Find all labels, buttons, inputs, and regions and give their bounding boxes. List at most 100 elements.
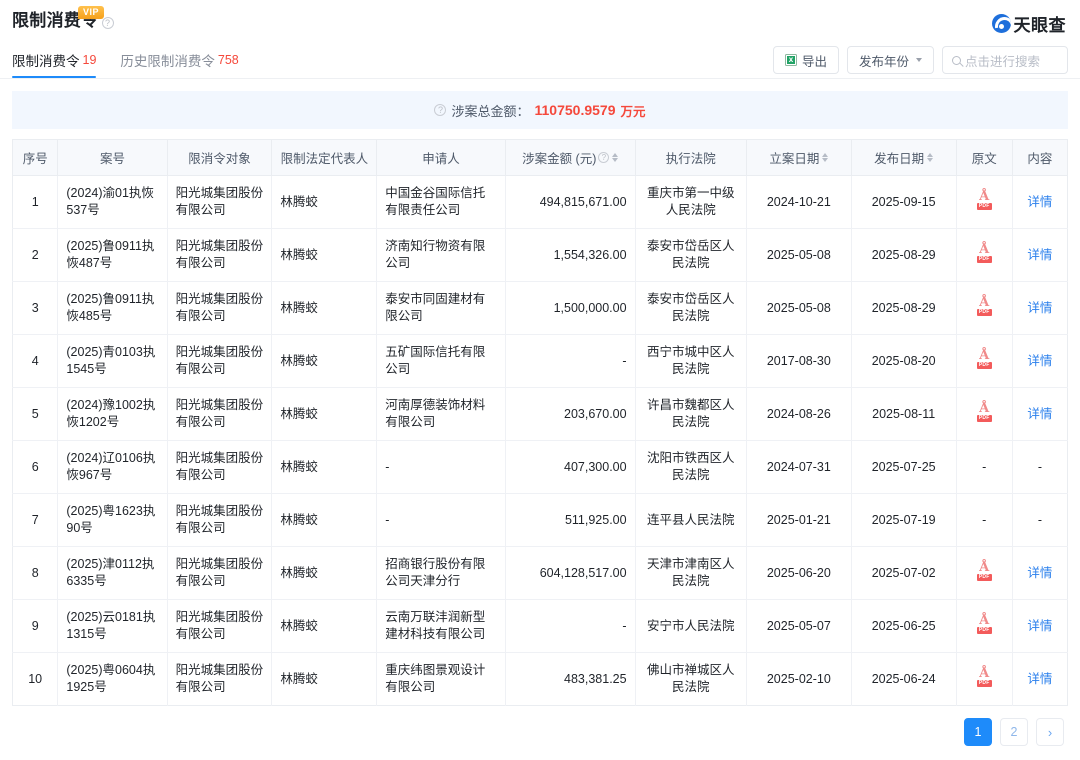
table-row: 7 (2025)粤1623执90号 阳光城集团股份有限公司 林腾蛟 -511,925.0… (12, 493, 1068, 547)
cell-original-document[interactable]: Å PDF (956, 281, 1013, 335)
cell-object[interactable]: 阳光城集团股份有限公司 (167, 334, 273, 388)
cell-applicant[interactable]: 河南厚德装饰材料有限公司 (376, 387, 506, 441)
cell-original-document[interactable]: Å PDF (956, 334, 1013, 388)
cell-case-no[interactable]: (2024)豫1002执恢1202号 (57, 387, 168, 441)
cell-legal-rep[interactable]: 林腾蛟 (271, 281, 378, 335)
column-header-file-date[interactable]: 立案日期 (746, 139, 852, 176)
pdf-file-icon[interactable]: Å PDF (976, 296, 993, 316)
detail-link[interactable]: 详情 (1027, 618, 1053, 633)
cell-object[interactable]: 阳光城集团股份有限公司 (167, 493, 273, 547)
cell-object[interactable]: 阳光城集团股份有限公司 (167, 281, 273, 335)
cell-content[interactable]: 详情 (1012, 546, 1068, 600)
cell-legal-rep[interactable]: 林腾蛟 (271, 546, 378, 600)
cell-applicant[interactable]: 重庆纬图景观设计有限公司 (376, 652, 506, 706)
cell-legal-rep[interactable]: 林腾蛟 (271, 599, 378, 653)
cell-original-document[interactable]: Å PDF (956, 175, 1013, 229)
cell-original-document: - (956, 440, 1013, 494)
cell-case-no[interactable]: (2024)渝01执恢537号 (57, 175, 168, 229)
cell-content[interactable]: 详情 (1012, 599, 1068, 653)
restriction-orders-table: 序号 案号 限消令对象 限制法定代表人 申请人 涉案金额 (元) ? (12, 139, 1068, 706)
cell-case-no[interactable]: (2025)青0103执1545号 (57, 334, 168, 388)
cell-amount: 511,925.00 (505, 493, 636, 547)
cell-original-document[interactable]: Å PDF (956, 652, 1013, 706)
cell-object[interactable]: 阳光城集团股份有限公司 (167, 440, 273, 494)
page-button-2[interactable]: 2 (1000, 718, 1028, 746)
cell-object[interactable]: 阳光城集团股份有限公司 (167, 228, 273, 282)
pdf-file-icon[interactable]: Å PDF (976, 614, 993, 634)
cell-original-document[interactable]: Å PDF (956, 546, 1013, 600)
cell-case-no[interactable]: (2025)粤0604执1925号 (57, 652, 168, 706)
help-circle-icon[interactable]: ? (598, 152, 610, 163)
table-body: 1 (2024)渝01执恢537号 阳光城集团股份有限公司 林腾蛟 中国金谷国际信托有限… (12, 175, 1068, 706)
cell-case-no[interactable]: (2025)鲁0911执恢485号 (57, 281, 168, 335)
cell-applicant[interactable]: 云南万联沣润新型建材科技有限公司 (376, 599, 506, 653)
cell-legal-rep[interactable]: 林腾蛟 (271, 652, 378, 706)
cell-court: 佛山市禅城区人民法院 (635, 652, 747, 706)
cell-case-no[interactable]: (2025)津0112执6335号 (57, 546, 168, 600)
cell-applicant[interactable]: 招商银行股份有限公司天津分行 (376, 546, 506, 600)
cell-legal-rep[interactable]: 林腾蛟 (271, 493, 378, 547)
detail-link[interactable]: 详情 (1027, 194, 1053, 209)
page-button-1[interactable]: 1 (964, 718, 992, 746)
cell-applicant[interactable]: 中国金谷国际信托有限责任公司 (376, 175, 506, 229)
cell-object[interactable]: 阳光城集团股份有限公司 (167, 546, 273, 600)
detail-link[interactable]: 详情 (1027, 300, 1053, 315)
cell-original-document[interactable]: Å PDF (956, 387, 1013, 441)
table-row: 5 (2024)豫1002执恢1202号 阳光城集团股份有限公司 林腾蛟 河南厚德装饰材… (12, 387, 1068, 441)
cell-legal-rep[interactable]: 林腾蛟 (271, 228, 378, 282)
cell-legal-rep[interactable]: 林腾蛟 (271, 334, 378, 388)
cell-applicant[interactable]: 五矿国际信托有限公司 (376, 334, 506, 388)
help-circle-icon[interactable]: ? (434, 104, 447, 116)
detail-link[interactable]: 详情 (1027, 565, 1053, 580)
search-box[interactable]: 点击进行搜索 (942, 46, 1068, 74)
column-header-publish-date[interactable]: 发布日期 (851, 139, 957, 176)
export-button[interactable]: 导出 (772, 46, 839, 74)
help-circle-icon[interactable]: ? (101, 17, 114, 29)
column-header-amount[interactable]: 涉案金额 (元) ? (505, 139, 636, 176)
cell-content[interactable]: 详情 (1012, 175, 1068, 229)
cell-content[interactable]: 详情 (1012, 653, 1067, 706)
cell-legal-rep[interactable]: 林腾蛟 (271, 175, 378, 229)
cell-object[interactable]: 阳光城集团股份有限公司 (167, 175, 273, 229)
cell-case-no[interactable]: (2025)鲁0911执恢487号 (57, 228, 168, 282)
brand-logo[interactable]: 天眼查 (991, 11, 1067, 36)
cell-legal-rep[interactable]: 林腾蛟 (271, 387, 378, 441)
pdf-file-icon[interactable]: Å PDF (976, 561, 993, 581)
sort-toggle-amount[interactable] (612, 153, 619, 162)
cell-object[interactable]: 阳光城集团股份有限公司 (167, 387, 273, 441)
pdf-file-icon[interactable]: Å PDF (976, 402, 993, 422)
detail-link[interactable]: 详情 (1027, 247, 1053, 262)
cell-applicant[interactable]: 泰安市同固建材有限公司 (376, 281, 506, 335)
detail-link[interactable]: 详情 (1027, 671, 1053, 686)
cell-case-no[interactable]: (2024)辽0106执恢967号 (57, 440, 168, 494)
cell-applicant[interactable]: 济南知行物资有限公司 (376, 228, 506, 282)
table-head: 序号 案号 限消令对象 限制法定代表人 申请人 涉案金额 (元) ? (12, 139, 1068, 176)
cell-original-document[interactable]: Å PDF (956, 228, 1013, 282)
cell-amount: 604,128,517.00 (505, 546, 636, 600)
sort-toggle-file-date[interactable] (822, 153, 829, 162)
detail-link[interactable]: 详情 (1027, 406, 1053, 421)
sort-toggle-publish-date[interactable] (927, 153, 934, 162)
tab-restriction-orders[interactable]: 限制消费令 19 (12, 42, 97, 78)
cell-case-no[interactable]: (2025)粤1623执90号 (57, 493, 168, 547)
pdf-file-icon[interactable]: Å PDF (976, 243, 993, 263)
publish-year-filter-button[interactable]: 发布年份 (846, 46, 934, 74)
next-page-button[interactable]: › (1036, 718, 1064, 746)
pagination: 1 2 › (0, 718, 1064, 746)
search-input-placeholder[interactable]: 点击进行搜索 (965, 54, 1041, 69)
cell-original-document[interactable]: Å PDF (956, 599, 1013, 653)
cell-content[interactable]: 详情 (1012, 334, 1068, 388)
cell-content[interactable]: 详情 (1012, 228, 1068, 282)
pdf-file-icon[interactable]: Å PDF (976, 349, 993, 369)
cell-content[interactable]: 详情 (1012, 281, 1068, 335)
pdf-file-icon[interactable]: Å PDF (976, 190, 993, 210)
cell-content[interactable]: 详情 (1012, 387, 1068, 441)
column-label: 申请人 (422, 152, 460, 166)
cell-object[interactable]: 阳光城集团股份有限公司 (167, 599, 273, 653)
detail-link[interactable]: 详情 (1027, 353, 1053, 368)
pdf-file-icon[interactable]: Å PDF (976, 667, 993, 687)
cell-object[interactable]: 阳光城集团股份有限公司 (167, 652, 273, 706)
cell-case-no[interactable]: (2025)云0181执1315号 (57, 599, 168, 653)
cell-legal-rep[interactable]: 林腾蛟 (271, 440, 378, 494)
tab-historical-restriction-orders[interactable]: 历史限制消费令 758 (120, 42, 238, 78)
